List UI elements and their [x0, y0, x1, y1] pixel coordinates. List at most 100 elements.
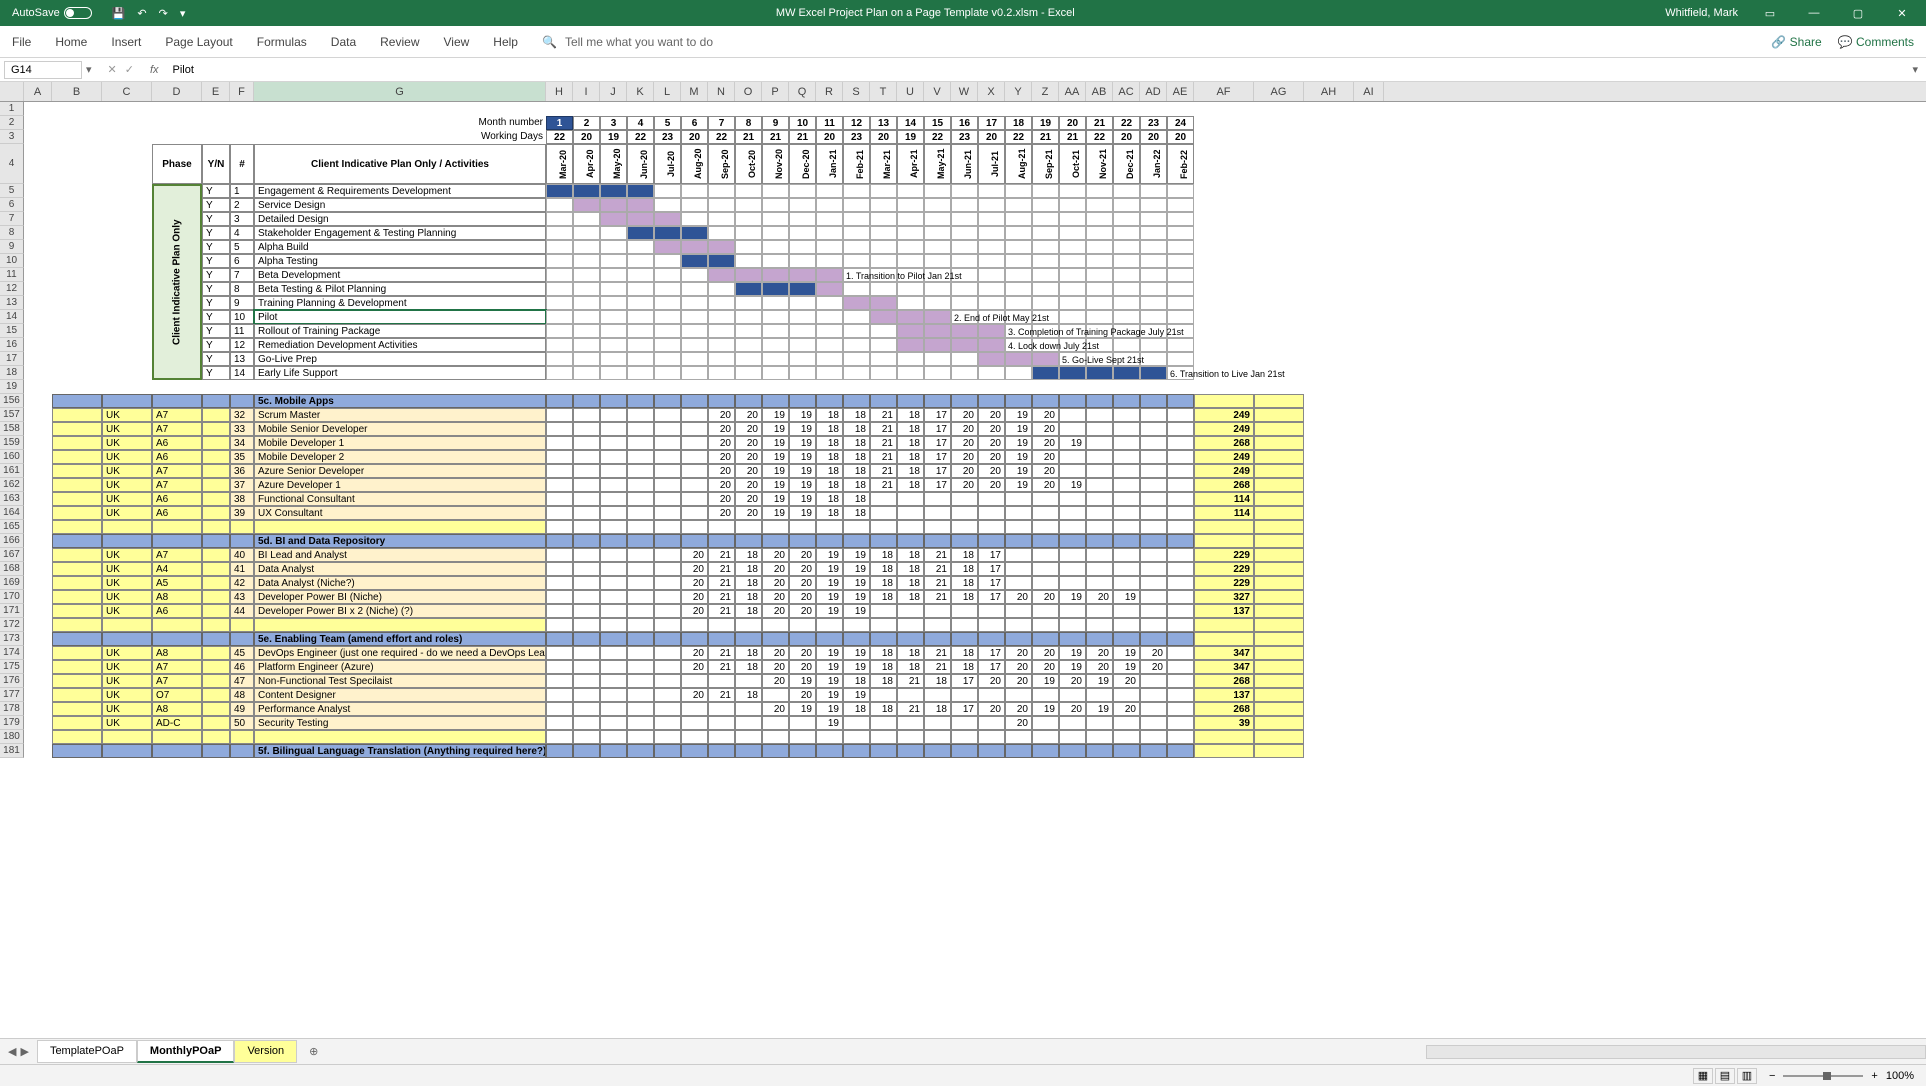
days-cell[interactable]: 18 [735, 646, 762, 660]
days-cell[interactable] [1086, 688, 1113, 702]
days-cell[interactable] [1140, 478, 1167, 492]
gantt-cell[interactable] [816, 282, 843, 296]
cell[interactable] [789, 618, 816, 632]
cell[interactable] [52, 352, 102, 366]
days-cell[interactable]: 19 [789, 702, 816, 716]
days-cell[interactable] [600, 702, 627, 716]
qat-dropdown-icon[interactable]: ▾ [180, 7, 186, 20]
location-cell[interactable]: UK [102, 548, 152, 562]
cell[interactable] [1059, 102, 1086, 116]
days-cell[interactable] [654, 604, 681, 618]
days-cell[interactable] [1059, 506, 1086, 520]
gantt-cell[interactable] [1113, 268, 1140, 282]
days-cell[interactable] [1005, 506, 1032, 520]
cell[interactable] [546, 520, 573, 534]
cell[interactable] [52, 212, 102, 226]
gantt-cell[interactable] [654, 198, 681, 212]
days-cell[interactable]: 21 [708, 576, 735, 590]
gantt-cell[interactable] [897, 366, 924, 380]
row-header[interactable]: 3 [0, 130, 24, 144]
column-header[interactable]: Z [1032, 82, 1059, 101]
gantt-cell[interactable] [681, 324, 708, 338]
gantt-cell[interactable] [681, 184, 708, 198]
cell[interactable] [52, 422, 102, 436]
section-cell[interactable] [546, 744, 573, 758]
days-cell[interactable] [654, 478, 681, 492]
cell[interactable] [52, 296, 102, 310]
yn-cell[interactable]: Y [202, 310, 230, 324]
cell[interactable] [1194, 744, 1254, 758]
days-cell[interactable]: 18 [735, 660, 762, 674]
column-header[interactable]: A [24, 82, 52, 101]
days-cell[interactable]: 20 [762, 674, 789, 688]
days-cell[interactable] [627, 674, 654, 688]
gantt-cell[interactable] [816, 338, 843, 352]
days-cell[interactable]: 20 [789, 660, 816, 674]
cell[interactable] [1254, 576, 1304, 590]
row-header[interactable]: 19 [0, 380, 24, 394]
gantt-cell[interactable] [708, 296, 735, 310]
days-cell[interactable]: 19 [1032, 702, 1059, 716]
section-cell[interactable] [681, 632, 708, 646]
cell[interactable] [1254, 506, 1304, 520]
gantt-cell[interactable] [1113, 226, 1140, 240]
cell[interactable] [816, 380, 843, 394]
days-cell[interactable]: 21 [897, 674, 924, 688]
role-cell[interactable]: Security Testing [254, 716, 546, 730]
row-header[interactable]: 179 [0, 716, 24, 730]
grade-cell[interactable]: A6 [152, 436, 202, 450]
gantt-cell[interactable] [1059, 268, 1086, 282]
cell[interactable] [52, 562, 102, 576]
cell[interactable] [52, 240, 102, 254]
gantt-cell[interactable] [1032, 212, 1059, 226]
cell[interactable] [52, 338, 102, 352]
section-cell[interactable] [1140, 534, 1167, 548]
activity-name[interactable]: Remediation Development Activities [254, 338, 546, 352]
resource-number[interactable]: 42 [230, 576, 254, 590]
days-cell[interactable]: 20 [978, 702, 1005, 716]
days-cell[interactable]: 19 [762, 408, 789, 422]
yn-cell[interactable]: Y [202, 296, 230, 310]
gantt-cell[interactable] [870, 338, 897, 352]
total-cell[interactable]: 114 [1194, 506, 1254, 520]
total-cell[interactable]: 137 [1194, 688, 1254, 702]
cell[interactable] [52, 590, 102, 604]
month-label[interactable]: Jul-21 [978, 144, 1005, 184]
days-cell[interactable]: 20 [789, 646, 816, 660]
days-cell[interactable] [1113, 716, 1140, 730]
month-number[interactable]: 9 [762, 116, 789, 130]
row-header[interactable]: 18 [0, 366, 24, 380]
total-cell[interactable]: 39 [1194, 716, 1254, 730]
gantt-cell[interactable] [924, 352, 951, 366]
section-cell[interactable] [1113, 632, 1140, 646]
days-cell[interactable]: 20 [762, 576, 789, 590]
zoom-in-icon[interactable]: + [1871, 1070, 1877, 1082]
total-cell[interactable]: 249 [1194, 450, 1254, 464]
cell[interactable] [24, 226, 52, 240]
cell[interactable] [1086, 380, 1113, 394]
resource-number[interactable]: 47 [230, 674, 254, 688]
days-cell[interactable]: 20 [951, 422, 978, 436]
days-cell[interactable] [681, 464, 708, 478]
gantt-cell[interactable] [870, 324, 897, 338]
days-cell[interactable] [573, 674, 600, 688]
cell[interactable] [951, 380, 978, 394]
days-cell[interactable]: 19 [789, 506, 816, 520]
gantt-cell[interactable] [843, 366, 870, 380]
gantt-cell[interactable] [546, 338, 573, 352]
cell[interactable] [52, 184, 102, 198]
working-days[interactable]: 20 [978, 130, 1005, 144]
days-cell[interactable] [1005, 576, 1032, 590]
days-cell[interactable]: 19 [789, 436, 816, 450]
gantt-cell[interactable] [762, 184, 789, 198]
row-header[interactable]: 167 [0, 548, 24, 562]
cell[interactable] [202, 674, 230, 688]
role-cell[interactable]: Data Analyst [254, 562, 546, 576]
row-header[interactable]: 6 [0, 198, 24, 212]
cell[interactable] [1254, 604, 1304, 618]
gantt-cell[interactable] [951, 212, 978, 226]
section-cell[interactable] [1086, 632, 1113, 646]
gantt-cell[interactable] [1167, 212, 1194, 226]
activity-name[interactable]: Service Design [254, 198, 546, 212]
cell[interactable] [843, 618, 870, 632]
